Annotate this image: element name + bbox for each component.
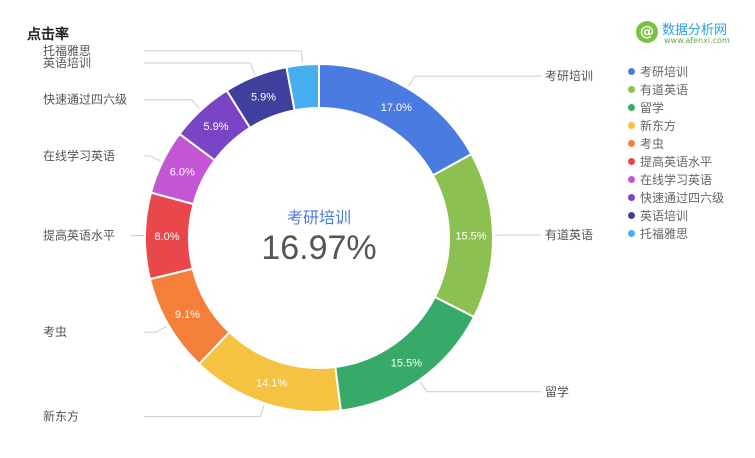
legend-item-7[interactable]: 在线学习英语: [628, 170, 724, 188]
slice-6-value-label: 8.0%: [154, 231, 179, 243]
legend-item-label: 考研培训: [640, 64, 689, 79]
legend-dot-icon: [628, 193, 635, 201]
legend: 考研培训有道英语留学新东方考虫提高英语水平 在线学习英语 快速通过四六级 英语培训托福…: [628, 62, 724, 242]
legend-item-label: 留学: [640, 100, 665, 115]
slice-10-leader-line: [144, 50, 303, 63]
slice-3-leader-line: [419, 381, 541, 393]
legend-item-label: 新东方: [640, 118, 677, 133]
slice-8-name-label: 快速通过四六级: [43, 93, 127, 107]
slice-3-name-label: 留学: [545, 384, 569, 399]
legend-item-3[interactable]: 留学: [628, 98, 724, 116]
legend-item-9[interactable]: 英语培训: [628, 206, 724, 224]
slice-4[interactable]: [197, 330, 342, 413]
legend-item-4[interactable]: 新东方: [628, 116, 724, 134]
legend-dot-icon: [628, 103, 635, 111]
slice-9-leader-line: [144, 62, 256, 75]
logo-url: www.afenxi.com: [664, 36, 730, 45]
legend-item-label: 快速通过四六级: [640, 190, 725, 205]
slice-5-value-label: 9.1%: [175, 309, 200, 321]
slice-1[interactable]: [318, 62, 473, 177]
slice-2-value-label: 15.5%: [455, 231, 486, 243]
slice-7-value-label: 6.0%: [170, 167, 195, 179]
slice-4-name-label: 新东方: [43, 409, 79, 424]
legend-dot-icon: [628, 67, 635, 75]
labels-layer: 17.0% 15.5% 15.5% 14.1% 9.1% 8.0% 6.0% 5.9% 5.9%…: [43, 43, 593, 424]
legend-dot-icon: [628, 229, 635, 237]
logo-text: 数据分析网: [662, 23, 728, 38]
chart-title: 点击率: [27, 27, 69, 43]
legend-item-label: 有道英语: [640, 82, 689, 97]
center-value: 16.97%: [261, 229, 376, 267]
slice-7-name-label: 在线学习英语: [43, 148, 115, 163]
slice-5-name-label: 考虫: [43, 325, 67, 339]
legend-dot-icon: [628, 121, 635, 129]
slice-10[interactable]: [285, 62, 320, 112]
slice-4-leader-line: [144, 405, 265, 418]
legend-item-5[interactable]: 考虫: [628, 134, 724, 152]
slice-1-value-label: 17.0%: [381, 102, 412, 114]
slice-3[interactable]: [334, 295, 476, 412]
slice-3-value-label: 15.5%: [391, 357, 422, 369]
slice-9-value-label: 5.9%: [251, 91, 276, 103]
legend-item-6[interactable]: 提高英语水平: [628, 152, 724, 170]
slice-2-name-label: 有道英语: [545, 228, 593, 242]
legend-dot-icon: [628, 139, 635, 147]
slices-layer: [144, 62, 494, 413]
legend-dot-icon: [628, 211, 635, 219]
slice-6-name-label: 提高英语水平: [43, 228, 115, 243]
center-label: 考研培训: [287, 209, 351, 227]
slice-1-leader-line: [408, 75, 541, 87]
logo-mark-icon: @: [636, 21, 658, 43]
slice-10-name-label: 托福雅思: [43, 43, 91, 58]
legend-item-label: 在线学习英语: [640, 172, 713, 187]
legend-dot-icon: [628, 85, 635, 93]
legend-dot-icon: [628, 157, 635, 165]
leader-lines-layer: [131, 50, 541, 418]
legend-dot-icon: [628, 175, 635, 183]
site-logo: @ 数据分析网 www.afenxi.com: [636, 18, 748, 48]
legend-item-2[interactable]: 有道英语: [628, 80, 724, 98]
slice-1-name-label: 考研培训: [545, 68, 593, 83]
slice-8-leader-line: [144, 99, 201, 109]
legend-item-label: 考虫: [640, 136, 665, 151]
legend-item-label: 英语培训: [640, 208, 689, 223]
legend-item-label: 提高英语水平: [640, 154, 713, 169]
legend-item-1[interactable]: 考研培训: [628, 62, 724, 80]
slice-5-leader-line: [144, 325, 167, 333]
slice-8-value-label: 5.9%: [203, 121, 228, 133]
legend-item-8[interactable]: 快速通过四六级: [628, 188, 724, 206]
slice-9-name-label: 英语培训: [43, 55, 91, 70]
legend-item-10[interactable]: 托福雅思: [628, 224, 724, 242]
slice-7-leader-line: [144, 155, 161, 162]
slice-4-value-label: 14.1%: [256, 377, 287, 389]
legend-item-label: 托福雅思: [640, 226, 689, 241]
